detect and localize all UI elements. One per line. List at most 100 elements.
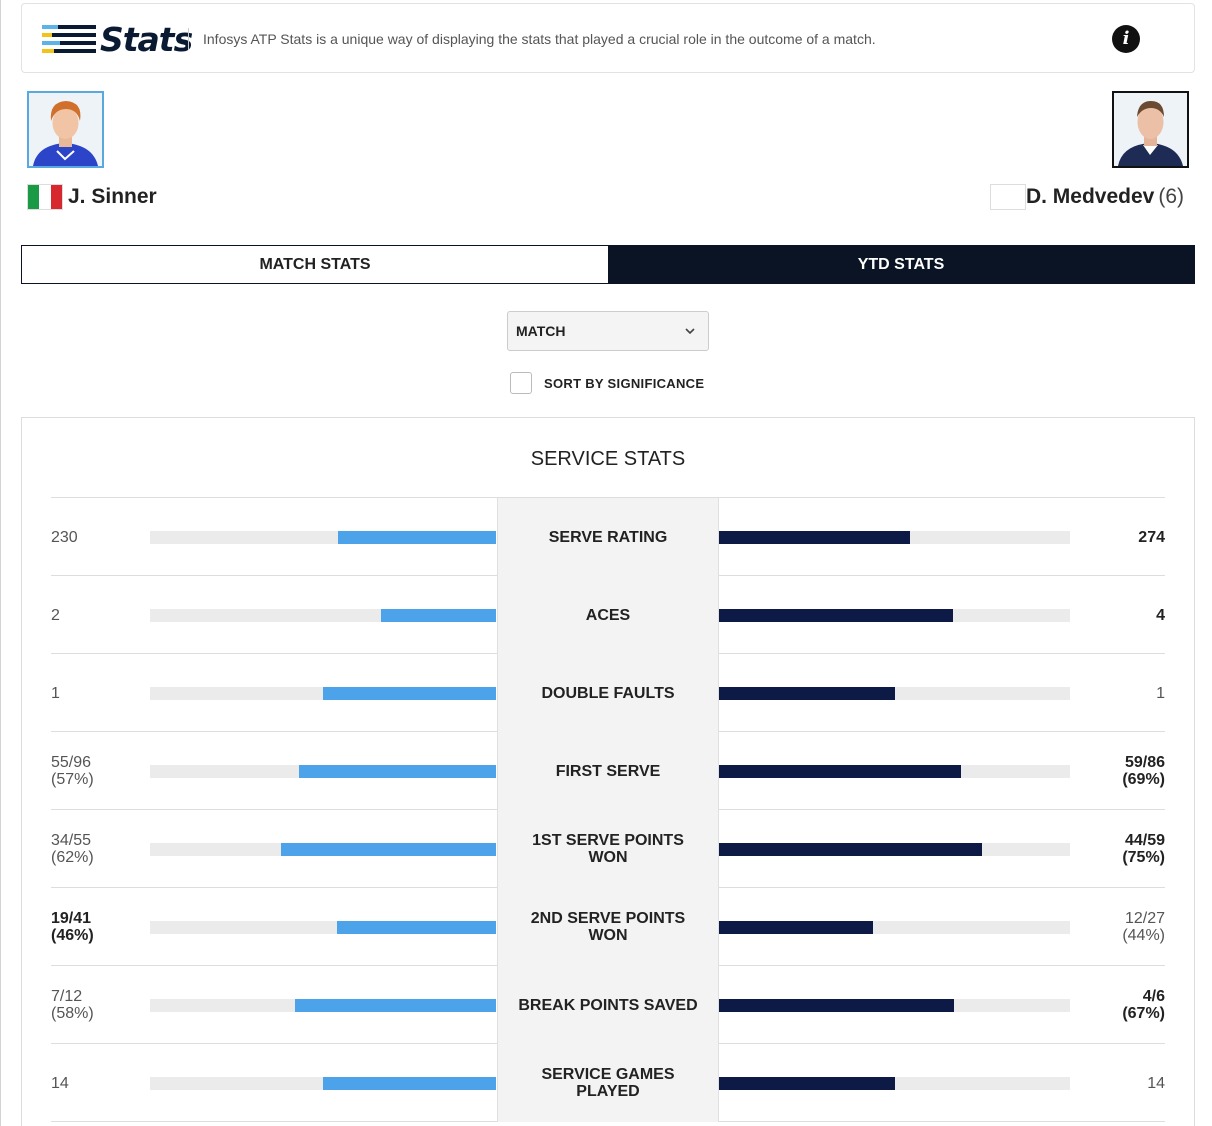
- player1-stat-bar-fill: [323, 1077, 496, 1090]
- player2-stat-line: (67%): [1122, 1005, 1165, 1022]
- stat-row: 2 ACES 4: [51, 576, 1165, 654]
- period-select[interactable]: MATCH: [507, 311, 709, 351]
- player1-stat-value: 230: [51, 498, 78, 576]
- stat-row: 7/12 (58%) BREAK POINTS SAVED 4/6 (67%): [51, 966, 1165, 1044]
- player2-stat-bar: [719, 843, 1070, 856]
- stat-row: 14 SERVICE GAMES PLAYED 14: [51, 1044, 1165, 1122]
- player2-stat-bar-fill: [719, 765, 962, 778]
- sort-by-significance: SORT BY SIGNIFICANCE: [510, 372, 704, 394]
- player1-stat-value: 55/96 (57%): [51, 732, 94, 810]
- player1-stat-line: (46%): [51, 927, 94, 944]
- player1-stat-line: 55/96: [51, 754, 92, 771]
- player1-stat-line: 7/12: [51, 988, 83, 1005]
- player1-stat-bar-fill: [380, 609, 496, 622]
- stat-label: DOUBLE FAULTS: [497, 654, 719, 732]
- player2-stat-bar-fill: [719, 921, 874, 934]
- player1-stat-bar: [150, 765, 496, 778]
- player1-stat-line: 14: [51, 1074, 69, 1092]
- player2-name-text: D. Medvedev: [1025, 185, 1155, 208]
- player2-stat-value: 274: [1138, 498, 1165, 576]
- page-left-border: [0, 0, 1, 1126]
- player2-stat-bar-fill: [719, 1077, 895, 1090]
- player2-stat-bar: [719, 1077, 1070, 1090]
- player2-stat-value: 1: [1156, 654, 1165, 732]
- player1-stat-value: 19/41 (46%): [51, 888, 94, 966]
- player1-stat-bar: [150, 999, 496, 1012]
- player2-stat-line: (44%): [1122, 927, 1165, 944]
- player2-stat-bar-fill: [719, 999, 955, 1012]
- player1-stat-line: 230: [51, 528, 78, 546]
- stat-label: 2ND SERVE POINTS WON: [497, 888, 719, 966]
- italy-flag-icon: [27, 184, 63, 210]
- player1-stat-value: 1: [51, 654, 60, 732]
- service-stats-card: SERVICE STATS 230 SERVE RATING 274 2 ACES 4 1 D…: [21, 417, 1195, 1126]
- player2-stat-line: 4: [1156, 606, 1165, 624]
- player2-stat-bar-fill: [719, 687, 895, 700]
- player1-stat-bar-fill: [337, 531, 496, 544]
- stat-label: ACES: [497, 576, 719, 654]
- player2-stat-line: (75%): [1122, 849, 1165, 866]
- player1-stat-bar: [150, 843, 496, 856]
- infosys-stats-logo: Stats: [42, 22, 193, 58]
- player1-stat-bar-fill: [336, 921, 496, 934]
- player2-seed: (6): [1158, 185, 1184, 208]
- stat-row: 55/96 (57%) FIRST SERVE 59/86 (69%): [51, 732, 1165, 810]
- player2-flag-icon: [989, 184, 1026, 210]
- player2-stat-bar-fill: [719, 843, 983, 856]
- player1-stat-line: (57%): [51, 771, 94, 788]
- player2-stat-line: 12/27: [1124, 910, 1165, 927]
- player2-stat-bar: [719, 921, 1070, 934]
- player1-stat-value: 2: [51, 576, 60, 654]
- player2-stat-value: 14: [1147, 1044, 1165, 1122]
- sort-by-significance-label[interactable]: SORT BY SIGNIFICANCE: [544, 375, 705, 391]
- player1-name-text: J. Sinner: [68, 185, 157, 208]
- player1-stat-bar: [150, 921, 496, 934]
- info-icon[interactable]: i: [1112, 25, 1140, 53]
- player1-stat-line: (62%): [51, 849, 94, 866]
- player1-name[interactable]: J. Sinner: [27, 184, 157, 210]
- player1-stat-line: 34/55: [51, 832, 92, 849]
- player1-stat-line: 2: [51, 606, 60, 624]
- flag-stripe-white: [39, 185, 51, 209]
- sort-by-significance-checkbox[interactable]: [510, 372, 532, 394]
- player2-stat-line: 59/86: [1124, 754, 1165, 771]
- stat-label: 1ST SERVE POINTS WON: [497, 810, 719, 888]
- player1-avatar: [29, 93, 102, 166]
- stat-label: SERVE RATING: [497, 498, 719, 576]
- player1-stat-bar-fill: [281, 843, 496, 856]
- banner-description: Infosys ATP Stats is a unique way of dis…: [203, 31, 876, 47]
- player2-stat-bar: [719, 765, 1070, 778]
- player2-stat-bar-fill: [719, 609, 954, 622]
- stats-tabs: MATCH STATS YTD STATS: [21, 245, 1195, 284]
- player2-stat-line: 4/6: [1142, 988, 1165, 1005]
- stat-row: 1 DOUBLE FAULTS 1: [51, 654, 1165, 732]
- player2-stat-bar: [719, 687, 1070, 700]
- tab-match-stats[interactable]: MATCH STATS: [22, 246, 608, 283]
- player2-stat-bar-fill: [719, 531, 910, 544]
- stat-row: 34/55 (62%) 1ST SERVE POINTS WON 44/59 (75%): [51, 810, 1165, 888]
- stats-banner: Stats Infosys ATP Stats is a unique way …: [21, 3, 1195, 73]
- player2-photo[interactable]: [1112, 91, 1189, 168]
- player1-stat-bar-fill: [298, 765, 496, 778]
- player1-stat-value: 7/12 (58%): [51, 966, 94, 1044]
- stat-row: 19/41 (46%) 2ND SERVE POINTS WON 12/27 (44%): [51, 888, 1165, 966]
- period-select-value: MATCH: [516, 323, 566, 339]
- player1-photo[interactable]: [27, 91, 104, 168]
- player1-stat-bar: [150, 609, 496, 622]
- stat-label: FIRST SERVE: [497, 732, 719, 810]
- flag-stripe-red: [50, 185, 62, 209]
- player2-stat-bar: [719, 609, 1070, 622]
- section-title: SERVICE STATS: [530, 448, 686, 470]
- player2-stat-value: 4/6 (67%): [1122, 966, 1165, 1044]
- player2-stat-bar: [719, 999, 1070, 1012]
- tab-ytd-stats[interactable]: YTD STATS: [608, 246, 1194, 283]
- player1-stat-bar: [150, 1077, 496, 1090]
- chevron-down-icon: [685, 328, 695, 335]
- player2-stat-line: 274: [1138, 528, 1165, 546]
- stat-row: 230 SERVE RATING 274: [51, 498, 1165, 576]
- player2-stat-value: 44/59 (75%): [1122, 810, 1165, 888]
- stat-label: SERVICE GAMES PLAYED: [497, 1044, 719, 1122]
- player2-name[interactable]: D. Medvedev (6): [989, 184, 1184, 210]
- player1-stat-line: (58%): [51, 1005, 94, 1022]
- banner-divider: [188, 28, 189, 50]
